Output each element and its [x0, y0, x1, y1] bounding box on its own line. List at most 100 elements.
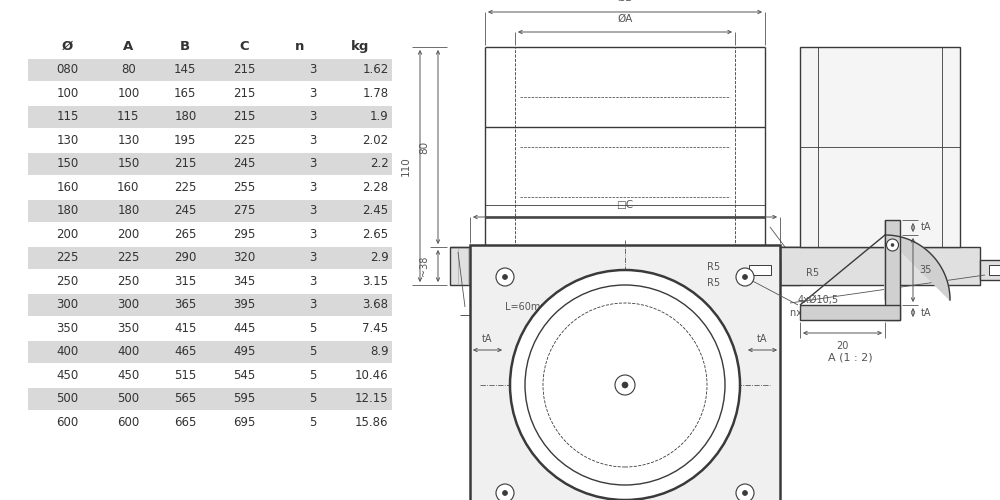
Text: R5: R5: [707, 278, 721, 288]
Text: 315: 315: [174, 275, 196, 288]
Text: 130: 130: [56, 134, 79, 147]
Text: 165: 165: [174, 87, 196, 100]
Text: 195: 195: [174, 134, 196, 147]
Text: ~38: ~38: [419, 256, 429, 276]
Text: 465: 465: [174, 346, 196, 358]
Text: 445: 445: [233, 322, 255, 335]
Text: 2.45: 2.45: [362, 204, 389, 218]
Text: tA: tA: [921, 222, 931, 232]
Text: R5: R5: [806, 268, 820, 278]
Text: 080: 080: [56, 64, 79, 76]
Text: 200: 200: [117, 228, 139, 241]
Text: 4xØ10,5: 4xØ10,5: [798, 295, 839, 305]
Bar: [742, 260, 780, 280]
Text: 5: 5: [309, 392, 316, 406]
Text: 115: 115: [117, 110, 139, 124]
Circle shape: [510, 270, 740, 500]
Bar: [800, 47, 960, 247]
Text: 3: 3: [309, 228, 316, 241]
Circle shape: [736, 484, 754, 500]
Text: 145: 145: [174, 64, 196, 76]
Text: 500: 500: [117, 392, 139, 406]
Text: 180: 180: [56, 204, 79, 218]
Text: 250: 250: [117, 275, 139, 288]
Circle shape: [503, 274, 508, 280]
Text: 515: 515: [174, 369, 196, 382]
Bar: [28, 294, 392, 316]
Text: 160: 160: [117, 181, 139, 194]
Text: 160: 160: [56, 181, 79, 194]
Polygon shape: [885, 235, 950, 300]
Text: 3: 3: [309, 134, 316, 147]
Text: 245: 245: [233, 158, 255, 170]
Text: 275: 275: [233, 204, 255, 218]
Text: 150: 150: [56, 158, 79, 170]
Text: Ø: Ø: [62, 40, 73, 53]
Text: 150: 150: [117, 158, 139, 170]
Text: 20: 20: [836, 341, 849, 351]
Text: 215: 215: [233, 110, 255, 124]
Text: 250: 250: [56, 275, 79, 288]
Text: 300: 300: [56, 298, 79, 312]
Bar: [28, 318, 392, 340]
Text: ØA: ØA: [617, 14, 633, 24]
Text: 450: 450: [117, 369, 139, 382]
Text: 225: 225: [233, 134, 255, 147]
Text: 200: 200: [56, 228, 79, 241]
Text: 595: 595: [233, 392, 255, 406]
Bar: [28, 388, 392, 410]
Text: 215: 215: [233, 64, 255, 76]
Text: 320: 320: [233, 252, 255, 264]
Text: 3: 3: [309, 64, 316, 76]
Text: C: C: [239, 40, 249, 53]
Text: 5: 5: [309, 322, 316, 335]
Bar: [800, 305, 900, 320]
Bar: [450, 247, 800, 285]
Bar: [28, 342, 392, 363]
Circle shape: [736, 268, 754, 286]
Text: 300: 300: [117, 298, 139, 312]
Text: 495: 495: [233, 346, 255, 358]
Text: 345: 345: [233, 275, 255, 288]
Bar: [28, 177, 392, 199]
Text: 3: 3: [309, 204, 316, 218]
Text: 245: 245: [174, 204, 196, 218]
Text: kg: kg: [351, 40, 369, 53]
Text: 12.15: 12.15: [355, 392, 389, 406]
Text: 3.15: 3.15: [363, 275, 389, 288]
Circle shape: [887, 239, 898, 251]
Text: 2.02: 2.02: [362, 134, 389, 147]
Bar: [470, 245, 780, 500]
Bar: [28, 106, 392, 128]
Text: 290: 290: [174, 252, 196, 264]
Text: 400: 400: [117, 346, 139, 358]
Bar: [28, 154, 392, 175]
Bar: [28, 130, 392, 152]
Circle shape: [615, 375, 635, 395]
Text: 5: 5: [309, 416, 316, 429]
Text: 365: 365: [174, 298, 196, 312]
Text: 395: 395: [233, 298, 255, 312]
Text: 110: 110: [401, 156, 411, 176]
Text: 115: 115: [56, 110, 79, 124]
Text: 3: 3: [309, 252, 316, 264]
Text: 35: 35: [920, 265, 932, 275]
Text: A: A: [123, 40, 133, 53]
Text: 415: 415: [174, 322, 196, 335]
Text: 80: 80: [419, 140, 429, 153]
Bar: [980, 260, 1000, 280]
Text: 255: 255: [233, 181, 255, 194]
Text: 215: 215: [233, 87, 255, 100]
Text: 5: 5: [309, 346, 316, 358]
Text: 2.28: 2.28: [362, 181, 389, 194]
Bar: [28, 271, 392, 292]
Bar: [28, 83, 392, 104]
Text: tA: tA: [921, 308, 931, 318]
Text: 3.68: 3.68: [363, 298, 389, 312]
Circle shape: [742, 490, 748, 496]
Text: 1.62: 1.62: [362, 64, 389, 76]
Text: A (1 : 2): A (1 : 2): [828, 353, 872, 363]
Text: 8.9: 8.9: [370, 346, 389, 358]
Circle shape: [496, 484, 514, 500]
Text: □C: □C: [616, 200, 634, 210]
